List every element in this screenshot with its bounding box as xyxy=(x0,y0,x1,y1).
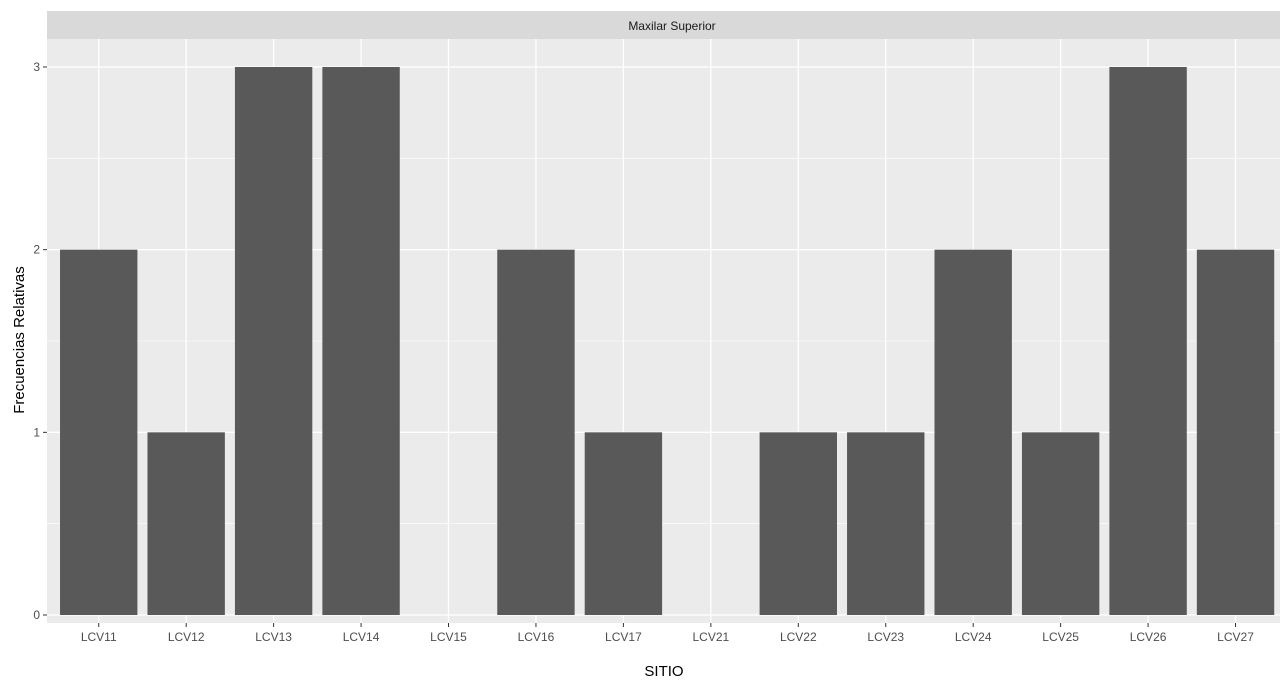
x-tick-label: LCV22 xyxy=(780,630,817,644)
x-axis-title: SITIO xyxy=(644,663,683,680)
bar-lcv22 xyxy=(759,432,837,615)
facet-strip-label: Maxilar Superior xyxy=(628,19,715,33)
bar-lcv11 xyxy=(60,249,138,615)
bar-lcv24 xyxy=(934,249,1012,615)
x-tick-label: LCV14 xyxy=(343,630,380,644)
bars xyxy=(60,67,1275,615)
y-tick-label: 3 xyxy=(33,60,40,74)
bar-lcv14 xyxy=(322,67,400,615)
bar-lcv27 xyxy=(1196,249,1275,615)
x-tick-label: LCV24 xyxy=(955,630,992,644)
bar-lcv12 xyxy=(147,432,225,615)
x-tick-label: LCV17 xyxy=(605,630,642,644)
x-tick-label: LCV16 xyxy=(518,630,555,644)
x-tick-label: LCV25 xyxy=(1042,630,1079,644)
bar-lcv13 xyxy=(234,67,313,615)
y-tick-label: 2 xyxy=(33,243,40,257)
bar-lcv25 xyxy=(1021,432,1100,615)
y-axis-title: Frecuencias Relativas xyxy=(11,266,28,414)
x-tick-label: LCV15 xyxy=(430,630,467,644)
bar-lcv23 xyxy=(847,432,925,615)
x-axis: LCV11 LCV12 LCV13 LCV14 LCV15 LCV16 LCV17 LCV21… xyxy=(81,623,1254,644)
y-tick-label: 1 xyxy=(33,425,40,439)
bar-lcv26 xyxy=(1109,67,1187,615)
x-tick-label: LCV12 xyxy=(168,630,205,644)
x-tick-label: LCV11 xyxy=(81,630,117,644)
x-tick-label: LCV27 xyxy=(1217,630,1254,644)
facet-strip xyxy=(47,11,1280,39)
x-tick-label: LCV13 xyxy=(255,630,292,644)
x-tick-label: LCV26 xyxy=(1130,630,1167,644)
x-tick-label: LCV23 xyxy=(867,630,904,644)
y-axis: 0 1 2 3 xyxy=(33,60,47,622)
x-tick-label: LCV21 xyxy=(692,630,729,644)
y-tick-label: 0 xyxy=(33,608,40,622)
bar-lcv17 xyxy=(584,432,663,615)
bar-lcv16 xyxy=(497,249,575,615)
